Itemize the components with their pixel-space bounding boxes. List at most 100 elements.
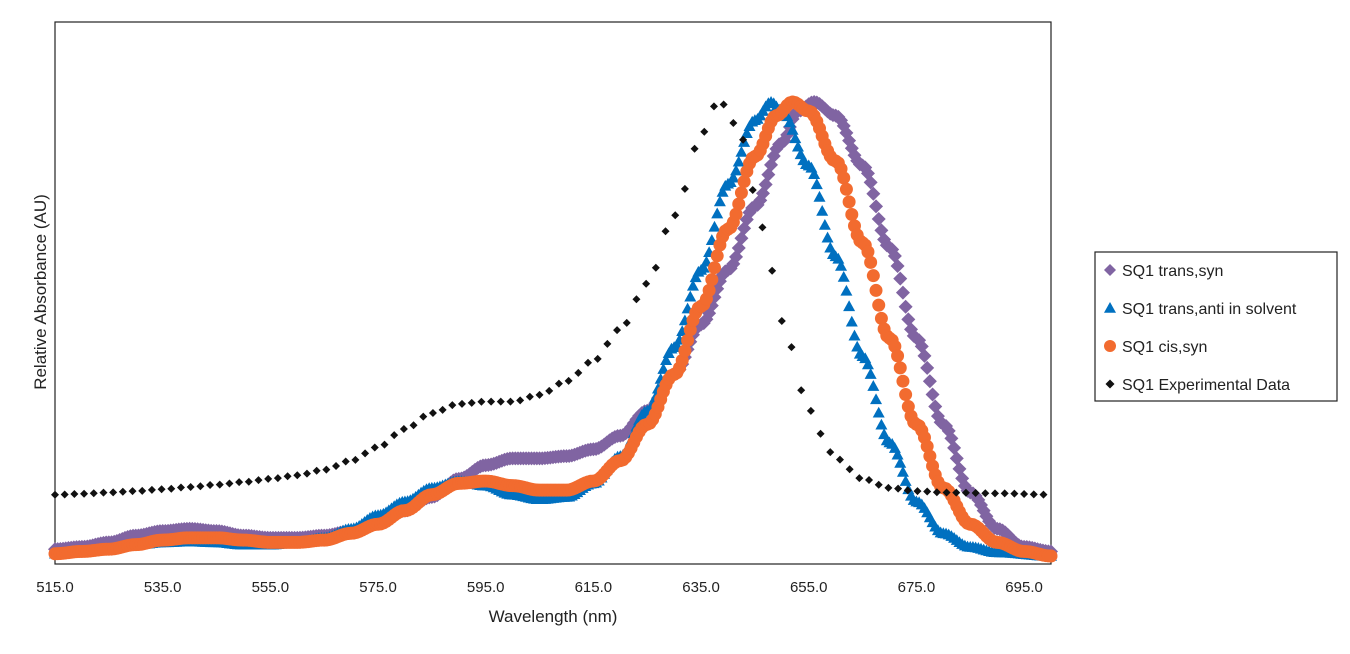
data-point xyxy=(60,490,69,499)
data-point xyxy=(109,488,118,497)
legend-marker xyxy=(1104,340,1116,352)
data-point xyxy=(861,358,874,370)
data-point xyxy=(901,312,916,327)
data-point xyxy=(709,102,718,111)
data-point xyxy=(697,261,710,273)
data-point xyxy=(923,449,937,463)
data-point xyxy=(791,140,804,152)
data-point xyxy=(777,317,786,326)
data-point xyxy=(128,487,137,496)
data-point xyxy=(1029,490,1038,499)
data-point xyxy=(705,273,719,287)
data-point xyxy=(322,465,331,474)
data-point xyxy=(215,480,224,489)
data-point xyxy=(920,360,935,375)
data-point xyxy=(70,489,79,498)
data-point xyxy=(869,283,883,297)
data-point xyxy=(780,127,795,142)
data-point xyxy=(816,429,825,438)
data-point xyxy=(797,386,806,395)
data-point xyxy=(708,220,721,232)
data-point xyxy=(332,462,341,471)
data-point xyxy=(874,480,883,489)
data-point xyxy=(734,186,748,200)
data-point xyxy=(603,339,612,348)
data-point xyxy=(861,245,875,259)
data-point xyxy=(899,388,913,402)
data-point xyxy=(681,333,695,347)
data-point xyxy=(855,474,864,483)
data-point xyxy=(661,227,670,236)
data-point xyxy=(657,363,670,374)
data-point xyxy=(872,298,886,312)
data-point xyxy=(896,374,910,388)
data-point xyxy=(981,489,990,498)
data-point xyxy=(923,487,932,496)
data-point xyxy=(467,398,476,407)
data-point xyxy=(840,284,853,296)
data-point xyxy=(865,476,874,485)
data-point xyxy=(710,249,724,263)
data-point xyxy=(917,348,932,363)
data-point xyxy=(783,116,796,128)
data-point xyxy=(768,266,777,275)
data-point xyxy=(711,207,724,219)
data-point xyxy=(952,488,961,497)
data-point xyxy=(872,406,885,418)
data-point xyxy=(837,171,851,185)
data-point xyxy=(890,258,905,273)
data-point xyxy=(390,431,399,440)
data-point xyxy=(816,204,829,216)
data-point xyxy=(808,168,821,180)
data-point xyxy=(574,368,583,377)
data-point xyxy=(893,361,907,375)
data-point xyxy=(686,279,699,291)
data-point xyxy=(735,145,748,157)
x-tick-label: 655.0 xyxy=(790,579,828,596)
plot-area: 515.0 535.0 555.0 575.0 595.0 615.0 635.0 655.0… xyxy=(36,21,1058,596)
data-point xyxy=(351,455,360,464)
data-point xyxy=(273,474,282,483)
series-3 xyxy=(51,100,1048,499)
x-axis-title: Wavelength (nm) xyxy=(489,607,618,626)
data-point xyxy=(689,271,702,283)
data-point xyxy=(894,456,907,468)
data-point xyxy=(1010,489,1019,498)
data-point xyxy=(884,483,893,492)
data-point xyxy=(925,387,940,402)
data-point xyxy=(835,259,848,271)
data-point xyxy=(118,487,127,496)
data-point xyxy=(842,195,856,209)
series-layer xyxy=(48,95,1058,563)
data-point xyxy=(678,344,692,358)
data-point xyxy=(748,186,757,195)
data-point xyxy=(496,397,505,406)
data-point xyxy=(254,476,263,485)
data-point xyxy=(729,118,738,127)
data-point xyxy=(525,392,534,401)
data-point xyxy=(789,132,802,144)
data-point xyxy=(719,100,728,109)
data-point xyxy=(971,489,980,498)
legend-label: SQ1 Experimental Data xyxy=(1122,377,1290,394)
data-point xyxy=(871,212,886,227)
data-point xyxy=(458,399,467,408)
data-point xyxy=(942,488,951,497)
data-point xyxy=(837,270,850,282)
legend-marker xyxy=(1105,379,1115,389)
data-point xyxy=(835,455,844,464)
data-point xyxy=(813,190,826,202)
data-point xyxy=(893,271,908,286)
data-point xyxy=(913,487,922,496)
data-point xyxy=(206,481,215,490)
data-point xyxy=(506,397,515,406)
legend-box xyxy=(1094,251,1338,402)
data-point xyxy=(700,127,709,136)
data-point xyxy=(167,484,176,493)
data-point xyxy=(244,477,253,486)
data-point xyxy=(176,483,185,492)
data-point xyxy=(894,484,903,493)
data-point xyxy=(660,354,673,366)
data-point xyxy=(1044,549,1058,563)
